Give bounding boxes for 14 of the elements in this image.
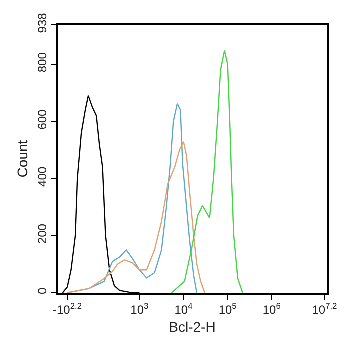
y-axis-title: Count [14, 140, 31, 178]
x-tick-label: 10$^{5}$ [218, 301, 238, 318]
y-tick-label: 600 [35, 109, 50, 130]
y-tick-label: 800 [35, 52, 50, 73]
y-tick-label: 0 [35, 288, 50, 295]
x-axis-title: Bcl-2-H [169, 318, 216, 335]
x-tick-label: 10$^{3}$ [130, 301, 150, 318]
y-tick-label: 200 [35, 224, 50, 244]
x-tick-label: 10$^{7.2}$ [312, 301, 338, 318]
y-tick-label: 938 [35, 12, 50, 34]
x-tick-label: -10$^{2.2}$ [53, 301, 82, 318]
x-tick-label: 10$^{4}$ [174, 301, 194, 318]
y-tick-label: 400 [35, 166, 50, 187]
x-tick-label: 10$^{6}$ [262, 301, 282, 318]
